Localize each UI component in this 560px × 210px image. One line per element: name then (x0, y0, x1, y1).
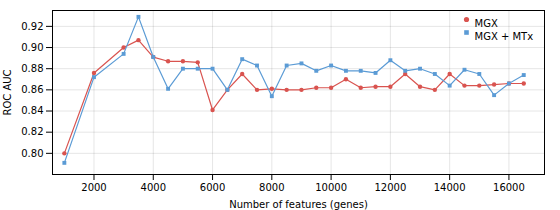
svg-text:0.88: 0.88 (21, 63, 43, 74)
svg-text:0.92: 0.92 (21, 21, 43, 32)
svg-text:Number of features (genes): Number of features (genes) (229, 199, 368, 210)
svg-text:10000: 10000 (315, 182, 347, 193)
svg-text:0.86: 0.86 (21, 84, 43, 95)
svg-text:0.82: 0.82 (21, 126, 43, 137)
svg-text:MGX + MTx: MGX + MTx (475, 31, 534, 42)
svg-text:ROC AUC: ROC AUC (2, 69, 13, 115)
svg-text:12000: 12000 (374, 182, 406, 193)
svg-text:14000: 14000 (434, 182, 466, 193)
svg-text:MGX: MGX (475, 18, 498, 29)
svg-text:0.90: 0.90 (21, 42, 43, 53)
svg-text:8000: 8000 (259, 182, 284, 193)
svg-text:4000: 4000 (141, 182, 166, 193)
svg-text:0.80: 0.80 (21, 148, 43, 159)
svg-text:16000: 16000 (493, 182, 525, 193)
svg-text:2000: 2000 (81, 182, 106, 193)
svg-text:6000: 6000 (200, 182, 225, 193)
svg-text:0.84: 0.84 (21, 105, 43, 116)
